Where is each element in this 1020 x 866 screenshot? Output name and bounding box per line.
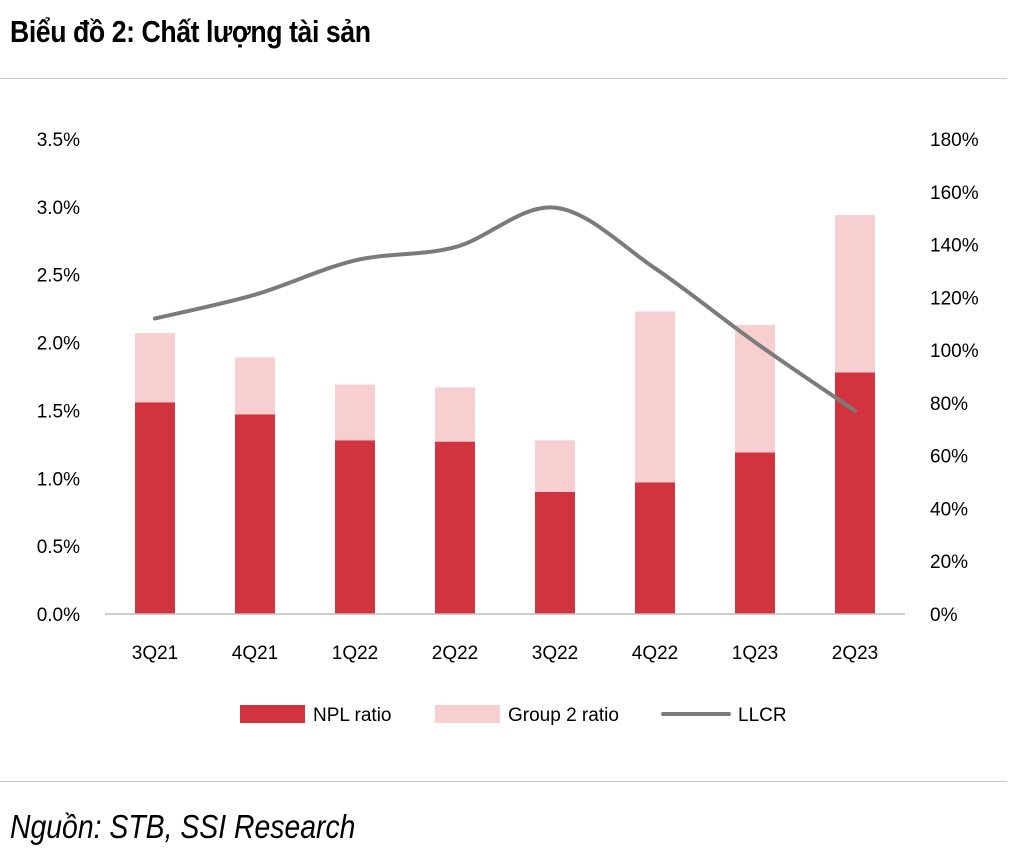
x-tick-label: 4Q21 bbox=[232, 643, 278, 664]
left-tick-label: 0.0% bbox=[37, 605, 80, 626]
right-tick-label: 80% bbox=[930, 394, 968, 415]
source-note: Nguồn: STB, SSI Research bbox=[10, 808, 356, 845]
left-tick-label: 2.5% bbox=[37, 266, 80, 287]
bar-group2-3q21 bbox=[135, 333, 175, 403]
bar-npl-1q23 bbox=[735, 452, 775, 614]
legend-npl-swatch bbox=[240, 705, 305, 723]
legend-llcr-label: LLCR bbox=[738, 705, 787, 726]
bar-npl-4q21 bbox=[235, 414, 275, 614]
right-tick-label: 120% bbox=[930, 288, 979, 309]
bar-npl-3q21 bbox=[135, 402, 175, 614]
x-tick-label: 4Q22 bbox=[632, 643, 678, 664]
x-tick-label: 3Q22 bbox=[532, 643, 578, 664]
right-tick-label: 160% bbox=[930, 183, 979, 204]
bar-group2-2q22 bbox=[435, 387, 475, 442]
bar-npl-2q22 bbox=[435, 441, 475, 614]
bar-group2-1q22 bbox=[335, 384, 375, 441]
bar-npl-1q22 bbox=[335, 440, 375, 614]
right-tick-label: 20% bbox=[930, 552, 968, 573]
right-axis-ticks: 0% 20% 40% 60% 80% 100% 120% 140% 160% 180% bbox=[930, 130, 979, 626]
bar-group2-2q23 bbox=[835, 215, 875, 373]
bar-group2-1q23 bbox=[735, 324, 775, 453]
bar-group2-3q22 bbox=[535, 440, 575, 492]
x-axis-ticks: 3Q21 4Q21 1Q22 2Q22 3Q22 4Q22 1Q23 2Q23 bbox=[132, 643, 878, 664]
legend: NPL ratio Group 2 ratio LLCR bbox=[240, 705, 787, 726]
left-tick-label: 3.5% bbox=[37, 130, 80, 151]
left-tick-label: 2.0% bbox=[37, 334, 80, 355]
legend-group2-label: Group 2 ratio bbox=[508, 705, 619, 726]
llcr-line-group bbox=[153, 205, 857, 413]
bar-group2-4q21 bbox=[235, 357, 275, 415]
right-tick-label: 140% bbox=[930, 236, 979, 257]
right-tick-label: 40% bbox=[930, 499, 968, 520]
llcr-series-line bbox=[153, 205, 857, 413]
left-axis-ticks: 0.0% 0.5% 1.0% 1.5% 2.0% 2.5% 3.0% 3.5% bbox=[37, 130, 80, 626]
left-tick-label: 0.5% bbox=[37, 537, 80, 558]
right-tick-label: 60% bbox=[930, 447, 968, 468]
legend-group2-swatch bbox=[435, 705, 500, 723]
legend-npl-label: NPL ratio bbox=[313, 705, 392, 726]
right-tick-label: 0% bbox=[930, 605, 958, 626]
left-tick-label: 1.5% bbox=[37, 401, 80, 422]
bottom-divider bbox=[0, 781, 1007, 782]
bar-group2-4q22 bbox=[635, 311, 675, 483]
right-tick-label: 180% bbox=[930, 130, 979, 151]
left-tick-label: 1.0% bbox=[37, 469, 80, 490]
x-tick-label: 2Q22 bbox=[432, 643, 478, 664]
x-tick-label: 2Q23 bbox=[832, 643, 878, 664]
right-tick-label: 100% bbox=[930, 341, 979, 362]
asset-quality-chart: 0.0% 0.5% 1.0% 1.5% 2.0% 2.5% 3.0% 3.5% 0% 20% 40… bbox=[37, 130, 979, 726]
bar-npl-3q22 bbox=[535, 491, 575, 614]
top-divider bbox=[0, 78, 1007, 79]
x-tick-label: 3Q21 bbox=[132, 643, 178, 664]
left-tick-label: 3.0% bbox=[37, 198, 80, 219]
x-tick-label: 1Q23 bbox=[732, 643, 778, 664]
chart-title: Biểu đồ 2: Chất lượng tài sản bbox=[10, 14, 371, 49]
x-tick-label: 1Q22 bbox=[332, 643, 378, 664]
bars-group bbox=[135, 215, 875, 614]
bar-npl-4q22 bbox=[635, 482, 675, 614]
